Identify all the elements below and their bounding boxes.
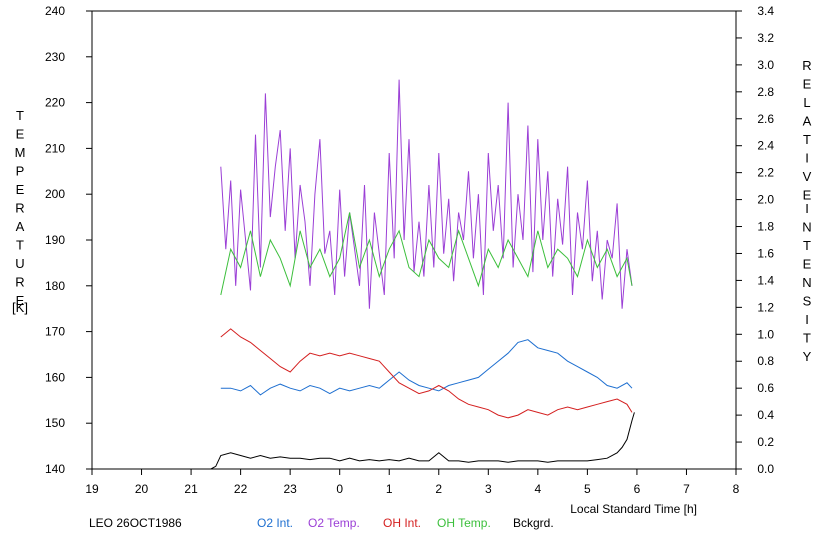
y-right-label-letter: L [803, 95, 810, 110]
y-right-tick-label: 3.2 [757, 31, 774, 45]
y-right-tick-label: 1.6 [757, 246, 774, 260]
y-right-tick-label: 2.0 [757, 193, 774, 207]
y-right-tick-label: 2.2 [757, 166, 774, 180]
y-right-label-letter: E [803, 257, 812, 272]
y-right-tick-label: 2.8 [757, 85, 774, 99]
y-right-label-letter: I [805, 201, 809, 216]
y-right-tick-label: 1.2 [757, 300, 774, 314]
y-left-tick-label: 200 [45, 187, 65, 201]
y-right-tick-label: 3.4 [757, 4, 774, 18]
y-left-label-letter: E [16, 182, 25, 197]
legend: O2 Int. O2 Temp. OH Int. OH Temp. Bckgrd. [257, 516, 554, 530]
y-left-label-letter: U [15, 256, 24, 271]
y-left-tick-label: 220 [45, 96, 65, 110]
y-left-label-letter: R [15, 201, 24, 216]
y-axis-left-ticks: 140 150 160 170 180 190 200 210 220 230 240 [45, 4, 92, 476]
plot-frame [91, 10, 737, 470]
x-tick-label: 1 [386, 482, 393, 496]
y-right-label-letter: T [803, 238, 811, 253]
x-tick-label: 0 [336, 482, 343, 496]
y-right-label-letter: T [803, 331, 811, 346]
x-tick-label: 5 [584, 482, 591, 496]
y-left-label-letter: P [16, 164, 25, 179]
y-right-tick-label: 2.4 [757, 139, 774, 153]
series-line-o2-temp [220, 79, 633, 309]
y-right-label-letter: V [803, 169, 812, 184]
y-right-tick-label: 0.0 [757, 462, 774, 476]
y-right-label-letter: N [802, 275, 811, 290]
x-axis-label: Local Standard Time [h] [570, 502, 697, 516]
y-right-tick-label: 1.8 [757, 220, 774, 234]
x-tick-label: 7 [683, 482, 690, 496]
y-left-tick-label: 210 [45, 141, 65, 155]
series-line-oh-temp [220, 212, 633, 296]
series-line-o2-int [220, 339, 633, 396]
x-tick-label: 8 [733, 482, 740, 496]
y-right-label-letter: S [803, 294, 812, 309]
y-right-tick-label: 1.0 [757, 327, 774, 341]
y-right-tick-label: 1.4 [757, 273, 774, 287]
series-line-oh-int [220, 328, 633, 419]
x-tick-label: 6 [634, 482, 641, 496]
y-left-unit: [K] [12, 300, 28, 315]
y-right-tick-label: 2.6 [757, 112, 774, 126]
y-left-tick-label: 240 [45, 4, 65, 18]
y-left-tick-label: 160 [45, 370, 65, 384]
x-tick-label: 4 [535, 482, 542, 496]
series-line-bckgrd [210, 412, 635, 470]
x-tick-label: 23 [283, 482, 297, 496]
chart-caption: LEO 26OCT1986 [89, 516, 182, 530]
y-right-label-letter: E [803, 188, 812, 203]
y-left-tick-label: 180 [45, 279, 65, 293]
x-tick-label: 21 [184, 482, 198, 496]
legend-o2-temp: O2 Temp. [308, 516, 360, 530]
y-right-label-letter: N [802, 220, 811, 235]
y-right-label-letter: I [805, 151, 809, 166]
legend-o2-int: O2 Int. [257, 516, 293, 530]
x-axis-ticks: 19 20 21 22 23 0 1 2 3 4 5 6 7 8 [85, 469, 740, 496]
y-left-tick-label: 190 [45, 233, 65, 247]
y-left-label-letter: E [16, 293, 25, 308]
y-left-label-letter: M [15, 145, 26, 160]
y-right-tick-label: 0.4 [757, 408, 774, 422]
x-tick-label: 3 [485, 482, 492, 496]
y-axis-right-ticks: 0.0 0.2 0.4 0.6 0.8 1.0 1.2 1.4 1.6 1.8 2.0 2.2 2.4 2… [736, 4, 774, 476]
legend-oh-int: OH Int. [383, 516, 421, 530]
y-right-tick-label: 0.6 [757, 381, 774, 395]
y-left-label-letter: E [16, 127, 25, 142]
x-tick-label: 20 [135, 482, 149, 496]
y-right-label-letter: R [802, 58, 811, 73]
x-tick-label: 2 [435, 482, 442, 496]
y-left-tick-label: 150 [45, 416, 65, 430]
y-left-label-letter: T [16, 108, 24, 123]
series-group [210, 79, 635, 470]
y-right-tick-label: 0.8 [757, 354, 774, 368]
y-right-tick-label: 0.2 [757, 435, 774, 449]
y-left-label-letter: R [15, 275, 24, 290]
legend-bckgrd: Bckgrd. [513, 516, 554, 530]
y-right-label-letter: A [803, 114, 812, 129]
y-right-label-letter: T [803, 132, 811, 147]
y-left-label-letter: T [16, 238, 24, 253]
y-right-label-letter: E [803, 77, 812, 92]
x-tick-label: 22 [234, 482, 248, 496]
legend-oh-temp: OH Temp. [437, 516, 491, 530]
y-left-tick-label: 230 [45, 50, 65, 64]
y-left-label-letter: A [16, 219, 25, 234]
y-left-tick-label: 140 [45, 462, 65, 476]
y-right-tick-label: 3.0 [757, 58, 774, 72]
y-right-label-letter: Y [803, 349, 812, 364]
y-right-label-letter: I [805, 312, 809, 327]
y-left-tick-label: 170 [45, 325, 65, 339]
x-tick-label: 19 [85, 482, 99, 496]
